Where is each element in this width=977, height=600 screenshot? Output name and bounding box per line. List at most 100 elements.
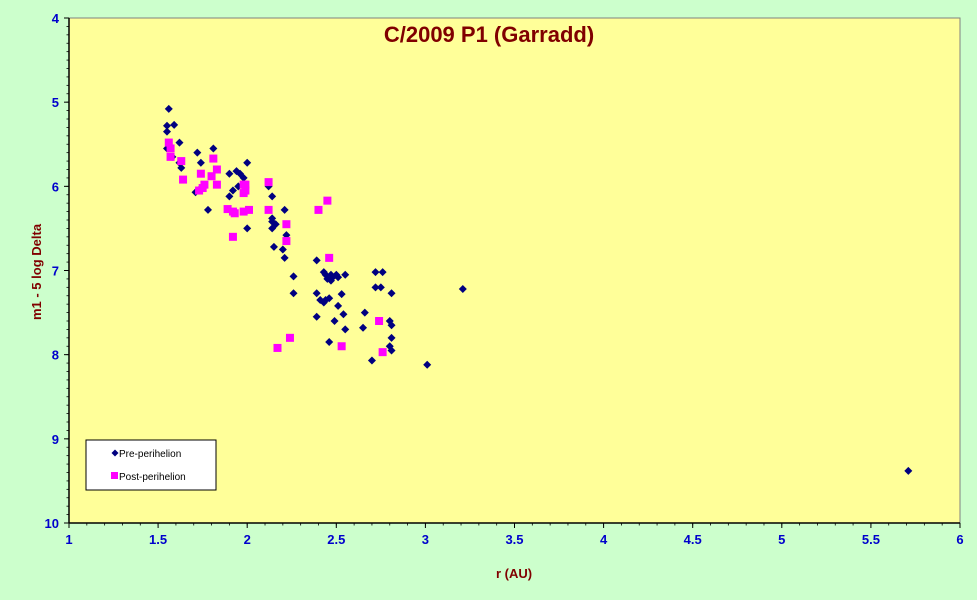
data-point — [326, 276, 335, 285]
y-tick-label: 4 — [52, 11, 60, 26]
legend-box — [85, 439, 217, 491]
data-point — [367, 356, 376, 365]
data-point — [198, 184, 207, 193]
data-point — [289, 289, 298, 298]
data-point — [225, 192, 234, 201]
data-point — [164, 104, 173, 113]
data-point — [360, 308, 369, 317]
data-point — [193, 148, 202, 157]
data-point — [325, 338, 334, 347]
data-point — [325, 253, 334, 262]
data-point — [163, 121, 172, 130]
x-axis: 1 1.5 2 2.5 3 3.5 4 4.5 5 5.5 6 — [65, 522, 964, 547]
data-point — [264, 178, 273, 187]
data-point — [334, 273, 343, 282]
data-point — [337, 342, 346, 351]
data-point — [323, 196, 332, 205]
data-point — [163, 127, 172, 136]
data-point — [387, 333, 396, 342]
data-point — [228, 186, 237, 195]
data-point — [164, 138, 173, 147]
data-point — [337, 290, 346, 299]
data-point — [228, 232, 237, 241]
x-tick-label: 3.5 — [505, 532, 523, 547]
data-point — [330, 317, 339, 325]
legend-marker-pre-perihelion — [111, 449, 119, 457]
x-tick-label: 4.5 — [684, 532, 702, 547]
data-point — [241, 180, 250, 189]
data-point — [371, 283, 380, 292]
x-tick-label: 1.5 — [149, 532, 167, 547]
data-point — [282, 220, 291, 229]
data-point — [904, 466, 913, 475]
legend-label-post-perihelion: Post-perihelion — [119, 472, 186, 483]
legend-label-pre-perihelion: Pre-perihelion — [119, 449, 181, 460]
data-point — [278, 245, 287, 254]
data-point — [339, 310, 348, 319]
y-tick-label: 5 — [52, 95, 59, 110]
y-tick-label: 8 — [52, 348, 59, 363]
data-point — [387, 289, 396, 298]
y-tick-label: 10 — [45, 516, 59, 531]
data-point — [289, 272, 298, 281]
x-tick-label: 6 — [956, 532, 963, 547]
x-tick-label: 5 — [778, 532, 785, 547]
data-point — [376, 283, 385, 292]
data-point — [177, 157, 186, 166]
x-axis-title: r (AU) — [496, 566, 532, 581]
data-point — [325, 294, 334, 303]
data-point — [166, 144, 175, 153]
plot-area — [68, 17, 961, 524]
legend: Pre-perihelion Post-perihelion — [85, 439, 217, 491]
data-point — [264, 205, 273, 214]
data-point — [209, 154, 218, 163]
data-point — [212, 180, 221, 189]
data-point — [268, 224, 277, 233]
chart-title: C/2009 P1 (Garradd) — [384, 22, 594, 47]
data-point — [244, 205, 253, 214]
data-point — [239, 207, 248, 216]
y-tick-label: 7 — [52, 264, 59, 279]
data-point — [170, 120, 179, 129]
x-tick-label: 2.5 — [327, 532, 345, 547]
data-point — [179, 175, 188, 184]
data-point — [166, 152, 175, 161]
data-point — [387, 321, 396, 330]
data-point — [359, 323, 368, 332]
data-point — [196, 158, 205, 167]
data-point — [423, 360, 432, 369]
data-point — [209, 144, 218, 153]
data-point — [341, 325, 350, 334]
data-point — [243, 224, 252, 233]
data-point — [312, 256, 321, 265]
data-point — [387, 346, 396, 355]
data-point — [371, 268, 380, 277]
y-axis-title: m1 - 5 log Delta — [29, 223, 44, 320]
data-point — [239, 173, 248, 182]
data-point — [378, 268, 387, 277]
data-point — [375, 317, 384, 325]
data-point — [241, 186, 250, 195]
data-point — [175, 138, 184, 147]
data-point — [458, 285, 467, 294]
data-point — [223, 205, 232, 214]
data-point — [269, 242, 278, 251]
data-point — [243, 158, 252, 167]
series-post-perihelion — [164, 138, 387, 357]
x-tick-label: 1 — [65, 532, 72, 547]
data-point — [230, 209, 239, 218]
data-point — [341, 270, 350, 279]
y-axis: 4 5 6 7 8 9 10 — [45, 11, 70, 531]
data-point — [273, 343, 282, 352]
x-tick-label: 5.5 — [862, 532, 880, 547]
data-point — [177, 163, 186, 172]
data-point — [378, 348, 387, 357]
data-point — [282, 237, 291, 246]
data-point — [196, 169, 205, 178]
x-tick-label: 4 — [600, 532, 608, 547]
data-point — [212, 165, 221, 174]
data-point — [312, 312, 321, 321]
data-point — [319, 298, 328, 307]
data-point — [268, 192, 277, 201]
